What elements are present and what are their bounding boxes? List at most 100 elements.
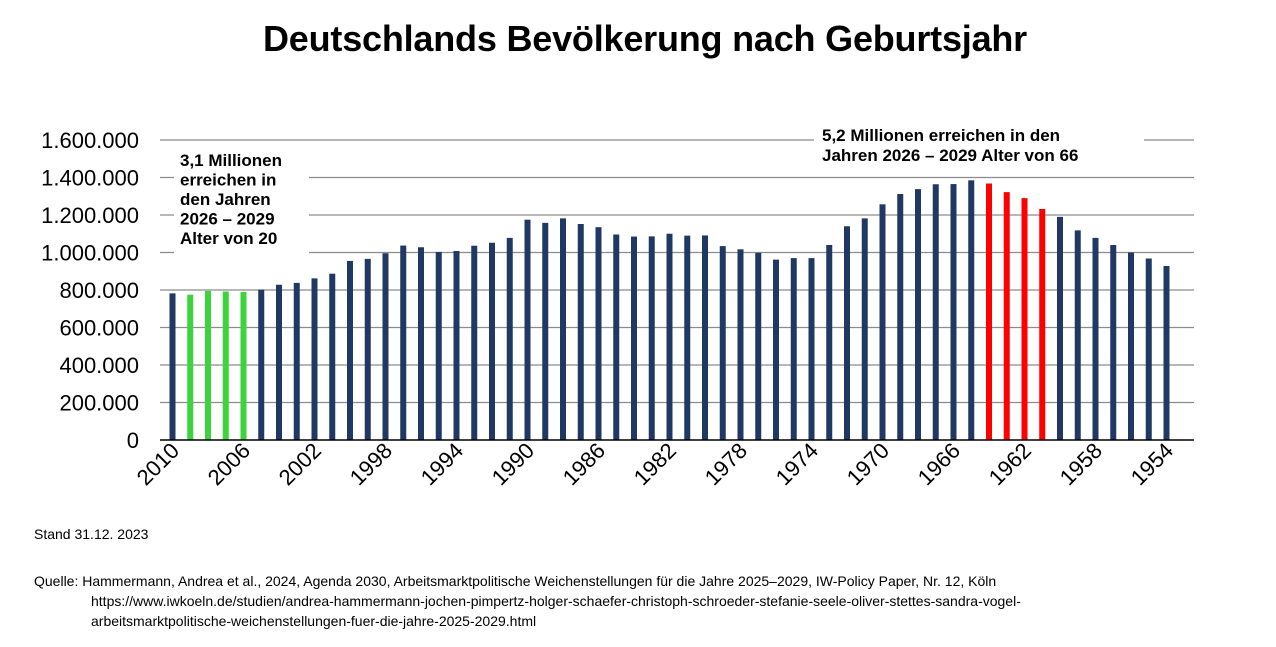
- bar: [702, 235, 708, 440]
- bar: [666, 233, 673, 440]
- bar: [755, 252, 762, 440]
- bar: [347, 260, 353, 440]
- annotation-text: 2026 – 2029: [180, 210, 275, 229]
- bar: [1145, 258, 1152, 440]
- y-tick-label: 600.000: [59, 316, 139, 341]
- bar: [719, 246, 726, 440]
- y-tick-label: 200.000: [59, 391, 139, 416]
- bar: [1092, 237, 1099, 440]
- source-url-line-2[interactable]: arbeitsmarktpolitische-weichenstellungen…: [91, 613, 537, 629]
- bar: [329, 273, 336, 440]
- bar: [826, 245, 833, 440]
- bar: [364, 258, 371, 440]
- y-tick-label: 800.000: [59, 278, 139, 303]
- y-tick-label: 1.600.000: [41, 128, 139, 153]
- bar: [1163, 266, 1170, 440]
- bar: [737, 249, 744, 440]
- y-tick-label: 1.000.000: [41, 241, 139, 266]
- bar: [790, 258, 797, 440]
- bar: [879, 204, 886, 440]
- bar: [897, 194, 904, 440]
- bar: [524, 219, 531, 440]
- x-tick-label: 1958: [1055, 438, 1107, 490]
- bar: [1074, 230, 1081, 440]
- annotation-text: 3,1 Millionen: [180, 151, 282, 170]
- bar: [861, 218, 868, 440]
- x-tick-label: 1954: [1126, 438, 1178, 490]
- bar: [844, 226, 850, 440]
- bar: [435, 251, 442, 440]
- bar: [418, 247, 424, 440]
- bar: [187, 294, 194, 440]
- bar: [169, 293, 176, 440]
- bar: [631, 236, 637, 440]
- bar: [684, 235, 691, 440]
- bar: [968, 180, 975, 440]
- x-tick-label: 2002: [274, 438, 326, 490]
- x-tick-label: 1986: [558, 438, 610, 490]
- source-line-1: Quelle: Hammermann, Andrea et al., 2024,…: [34, 573, 997, 589]
- bar: [915, 189, 921, 440]
- bar: [560, 218, 566, 440]
- bar: [1003, 192, 1010, 440]
- stand-note: Stand 31.12. 2023: [34, 526, 149, 542]
- x-tick-label: 1962: [984, 438, 1036, 490]
- y-axis-ticks: 0 200.000 400.000 600.000 800.000 1.000.000 1.…: [41, 128, 139, 453]
- y-tick-label: 0: [127, 428, 139, 453]
- bar: [595, 227, 602, 440]
- annotation-text: erreichen in: [180, 171, 276, 190]
- annotation-box: [174, 148, 309, 260]
- bar: [489, 242, 495, 440]
- bar: [240, 292, 247, 440]
- x-tick-label: 1994: [416, 438, 468, 490]
- bar: [293, 282, 300, 440]
- bar: [222, 291, 229, 440]
- x-tick-label: 2006: [203, 438, 255, 490]
- x-tick-label: 1982: [629, 438, 681, 490]
- bar: [808, 258, 815, 440]
- x-tick-label: 1970: [842, 438, 894, 490]
- x-tick-label: 1966: [913, 438, 965, 490]
- bar: [542, 222, 549, 440]
- bar: [1110, 245, 1117, 440]
- y-tick-label: 400.000: [59, 353, 139, 378]
- x-tick-label: 1978: [700, 438, 752, 490]
- annotation-text: Alter von 20: [180, 229, 277, 248]
- bar: [400, 245, 407, 440]
- bar: [648, 236, 655, 440]
- bar: [1039, 209, 1046, 440]
- bar: [773, 259, 779, 440]
- bar: [577, 224, 584, 440]
- annotation-text: den Jahren: [180, 190, 271, 209]
- source-url-line-1[interactable]: https://www.iwkoeln.de/studien/andrea-ha…: [91, 593, 1021, 609]
- bar: [1128, 252, 1134, 440]
- bar: [932, 184, 939, 440]
- x-tick-label: 2010: [132, 438, 184, 490]
- bar: [950, 184, 957, 440]
- bar: [311, 278, 318, 440]
- y-tick-label: 1.400.000: [41, 166, 139, 191]
- x-axis-ticks: 2010 2006 2002 1998 1994 1990 1986 1982 1978 1974…: [132, 438, 1178, 490]
- bar: [258, 289, 265, 440]
- x-tick-label: 1998: [345, 438, 397, 490]
- bar: [471, 245, 478, 440]
- bar-chart: 0 200.000 400.000 600.000 800.000 1.000.000 1.…: [41, 124, 1194, 490]
- bars: [169, 180, 1170, 440]
- annotation-text: Jahren 2026 – 2029 Alter von 66: [822, 146, 1078, 165]
- annotation-box: [814, 124, 1144, 168]
- x-tick-label: 1974: [771, 438, 823, 490]
- bar: [506, 237, 513, 440]
- bar: [276, 284, 282, 440]
- bar: [1057, 216, 1063, 440]
- y-tick-label: 1.200.000: [41, 203, 139, 228]
- bar: [613, 234, 620, 440]
- bar: [453, 251, 460, 440]
- source-note: Quelle: Hammermann, Andrea et al., 2024,…: [34, 571, 1264, 631]
- bar: [205, 290, 211, 440]
- x-tick-label: 1990: [487, 438, 539, 490]
- bar: [1021, 198, 1028, 440]
- bar: [986, 183, 992, 440]
- chart-title: Deutschlands Bevölkerung nach Geburtsjah…: [263, 18, 1027, 59]
- annotation-text: 5,2 Millionen erreichen in den: [822, 126, 1060, 145]
